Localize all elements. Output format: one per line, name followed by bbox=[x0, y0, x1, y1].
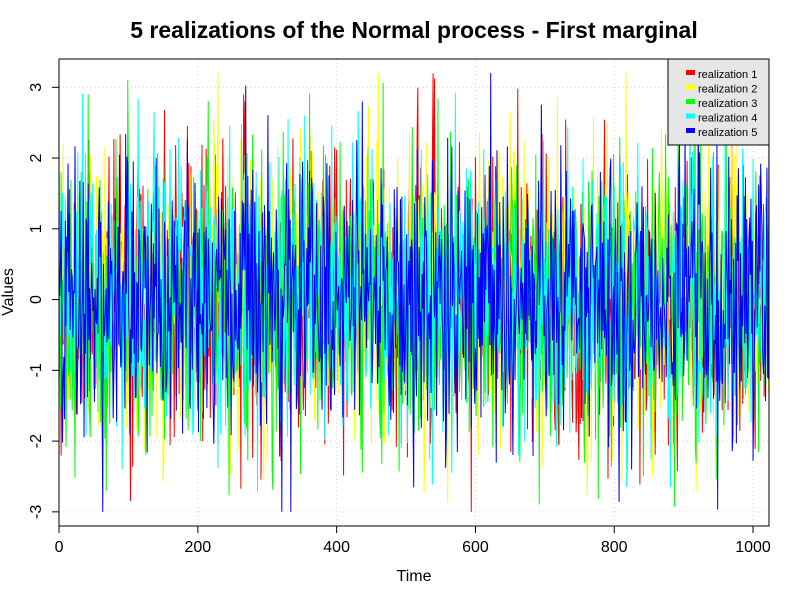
series-layer bbox=[58, 73, 770, 512]
legend-swatch bbox=[686, 70, 695, 75]
legend-label: realization 3 bbox=[698, 98, 757, 110]
x-axis-label: Time bbox=[397, 568, 432, 585]
x-tick-label: 200 bbox=[184, 539, 211, 556]
y-tick-label: 2 bbox=[28, 154, 45, 163]
series-line-5 bbox=[58, 73, 770, 512]
y-tick-label: 1 bbox=[28, 224, 45, 233]
y-axis-label: Values bbox=[0, 268, 17, 316]
plot-frame bbox=[58, 58, 770, 527]
y-tick-label: -3 bbox=[28, 505, 45, 519]
y-tick-label: -2 bbox=[28, 434, 45, 448]
x-axis: 0 200 400 600 800 1000 bbox=[55, 526, 771, 556]
y-axis: -3 -2 -1 0 1 2 3 bbox=[28, 83, 59, 519]
x-tick-label: 1000 bbox=[735, 539, 771, 556]
x-tick-label: 0 bbox=[55, 539, 64, 556]
legend-swatch bbox=[686, 113, 695, 119]
y-tick-label: -1 bbox=[28, 363, 45, 377]
legend-box bbox=[667, 58, 770, 146]
legend-swatch bbox=[686, 128, 695, 133]
legend-swatch bbox=[686, 99, 695, 104]
legend-label: realization 2 bbox=[698, 84, 757, 96]
legend-swatch bbox=[686, 84, 695, 90]
chart-title: 5 realizations of the Normal process - F… bbox=[130, 17, 698, 43]
y-tick-label: 0 bbox=[28, 295, 45, 304]
y-tick-label: 3 bbox=[28, 83, 45, 92]
legend-label: realization 5 bbox=[698, 127, 757, 139]
legend: realization 1 realization 2 realization 3 r… bbox=[667, 58, 770, 146]
legend-label: realization 1 bbox=[698, 69, 757, 81]
x-tick-label: 600 bbox=[462, 539, 489, 556]
x-tick-label: 800 bbox=[601, 539, 628, 556]
x-tick-label: 400 bbox=[323, 539, 350, 556]
legend-label: realization 4 bbox=[698, 113, 757, 125]
